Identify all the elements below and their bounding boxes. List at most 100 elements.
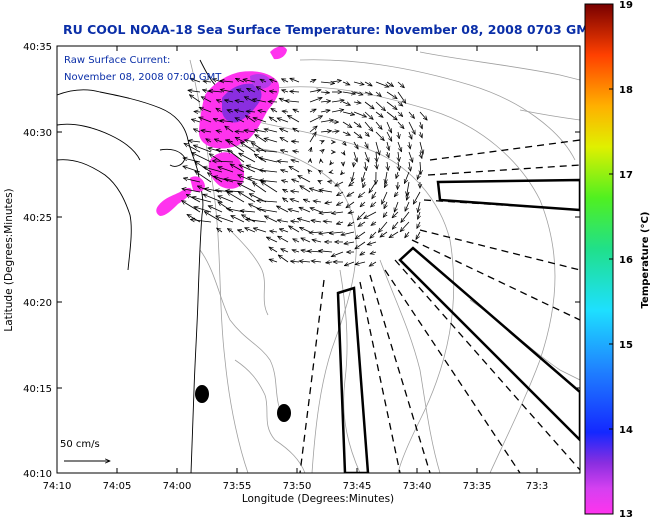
colorbar: 19 18 17 16 15 14 13 Temperature (°C) (584, 0, 651, 519)
current-vector (360, 252, 366, 255)
map-frame (56, 45, 581, 474)
current-vector (204, 212, 223, 223)
y-tick-label: 40:20 (23, 298, 52, 309)
current-vector (325, 202, 333, 203)
current-vector (285, 101, 300, 102)
current-vector (288, 115, 300, 123)
current-vector (420, 121, 422, 129)
current-vector (209, 154, 223, 163)
current-vector (235, 137, 245, 143)
current-vector (320, 82, 335, 83)
current-vector (214, 139, 223, 142)
current-vector (280, 128, 289, 133)
current-vector (409, 131, 412, 139)
current-vector (397, 91, 406, 103)
current-vector (300, 226, 311, 233)
current-vector (372, 191, 377, 199)
current-vector (375, 131, 384, 141)
current-vector (244, 130, 256, 132)
current-vector (290, 78, 300, 83)
current-vector (353, 102, 361, 103)
current-vector (337, 202, 344, 205)
y-tick-label: 40:30 (23, 128, 52, 139)
colorbar-label: Temperature (°C) (640, 212, 651, 309)
current-vector (401, 211, 410, 223)
current-vector (375, 121, 382, 129)
current-vector (237, 89, 245, 92)
current-vector (220, 90, 234, 93)
current-vector (407, 181, 409, 196)
annotation-current-date: November 08, 2008 07:00 GMT (64, 72, 222, 83)
current-vector (353, 141, 358, 149)
current-vector (216, 100, 223, 102)
current-vector (364, 81, 372, 86)
current-vector (257, 201, 278, 203)
current-vector (319, 212, 333, 213)
current-vector (370, 231, 377, 238)
current-vector (378, 221, 388, 232)
current-vector (398, 151, 399, 162)
current-vector (230, 164, 245, 173)
current-vector (420, 131, 422, 138)
current-vector (264, 216, 278, 223)
current-vector (376, 161, 377, 169)
current-vector (293, 239, 300, 242)
current-vector (311, 220, 322, 222)
current-vector (387, 151, 389, 158)
current-vector (244, 140, 256, 142)
current-vector (192, 153, 212, 163)
current-vector (329, 172, 332, 173)
current-vector (409, 161, 411, 171)
current-vector (321, 149, 324, 152)
current-vector (257, 209, 278, 213)
current-vector (203, 194, 223, 203)
current-vector (235, 100, 245, 102)
current-vector (309, 126, 317, 133)
box-diagonal (398, 246, 580, 442)
colorbar-tick: 18 (619, 85, 633, 96)
current-vector (235, 117, 245, 123)
current-vector (408, 121, 415, 134)
current-vector (184, 143, 201, 153)
current-vector (253, 228, 267, 233)
current-vector (318, 181, 321, 183)
current-vector (353, 82, 364, 85)
colorbar-tick: 13 (619, 509, 633, 519)
current-vector (369, 261, 377, 266)
sst-patch-south (156, 187, 192, 216)
current-vector (384, 181, 387, 188)
current-vector (342, 102, 350, 106)
current-vector (280, 150, 289, 152)
current-vector (342, 111, 355, 115)
x-tick-label: 74:00 (163, 481, 192, 492)
current-vector (268, 102, 278, 103)
current-vector (239, 153, 256, 163)
current-vector (282, 111, 289, 112)
current-vector (342, 121, 352, 128)
current-vector (269, 259, 278, 262)
current-vector (355, 231, 366, 239)
current-vector (191, 119, 201, 122)
current-vector (381, 191, 388, 204)
current-vector (419, 111, 427, 120)
current-vector (341, 231, 355, 235)
x-tick-label: 74:05 (103, 481, 132, 492)
current-vector (416, 231, 421, 239)
current-vector (194, 111, 201, 112)
current-vector (320, 92, 330, 93)
dashed-rays (299, 139, 580, 473)
current-vector (346, 201, 355, 208)
current-vector (246, 111, 256, 112)
current-vector (261, 181, 278, 193)
colorbar-tick: 17 (619, 170, 633, 181)
current-vector (283, 189, 289, 192)
current-vector (394, 201, 399, 212)
current-vector (309, 98, 322, 103)
current-vector (337, 191, 344, 196)
current-vector (328, 181, 332, 182)
current-vector (331, 80, 341, 82)
current-vector (352, 171, 354, 182)
current-vector (310, 147, 312, 153)
current-vector (357, 211, 366, 220)
current-vector (336, 222, 344, 224)
